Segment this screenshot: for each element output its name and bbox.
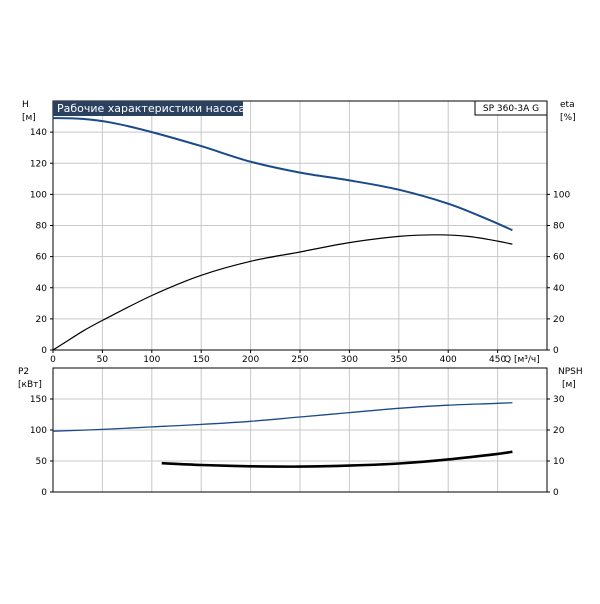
- q-tick-label: 200: [242, 355, 259, 365]
- q-axis-label: Q [м³/ч]: [504, 355, 540, 365]
- h-axis-tick-label: 140: [30, 128, 47, 138]
- eta-axis-tick-label: 20: [553, 315, 565, 325]
- bottom-left-ticks: 0 50 100 150: [30, 395, 53, 498]
- h-axis-tick-label: 0: [41, 346, 47, 356]
- h-axis-tick-label: 20: [36, 315, 48, 325]
- eta-axis-tick-label: 100: [553, 190, 570, 200]
- q-tick-label: 100: [143, 355, 160, 365]
- model-label: SP 360-3A G: [483, 104, 539, 114]
- p2-axis-unit: [кВт]: [18, 380, 42, 390]
- top-right-ticks: 0 20 40 60 80 100: [547, 190, 570, 356]
- bottom-right-ticks: 0 10 20 30: [547, 395, 565, 498]
- h-axis-tick-label: 60: [36, 253, 48, 263]
- h-axis-tick-label: 120: [30, 159, 47, 169]
- eta-axis-tick-label: 0: [553, 346, 559, 356]
- npsh-axis-tick-label: 0: [553, 488, 559, 498]
- h-axis-unit: [м]: [22, 113, 36, 123]
- x-ticks: 0 50 100 150 200 250 300 350 400 450: [50, 350, 506, 365]
- p2-axis-tick-label: 50: [36, 457, 48, 467]
- npsh-axis-tick-label: 10: [553, 457, 565, 467]
- eta-axis-unit: [%]: [560, 113, 576, 123]
- top-series: [52, 117, 513, 351]
- h-axis-label: H: [22, 100, 29, 110]
- top-left-ticks: 0 20 40 60 80 100 120 140: [30, 128, 53, 356]
- q-tick-label: 0: [50, 355, 56, 365]
- npsh-axis-unit: [м]: [562, 380, 576, 390]
- eta-axis-label: eta: [560, 100, 575, 110]
- chart-title: Рабочие характеристики насоса: [57, 102, 245, 115]
- q-tick-label: 450: [489, 355, 506, 365]
- q-tick-label: 300: [341, 355, 358, 365]
- npsh-axis-tick-label: 20: [553, 426, 565, 436]
- title-background: [53, 101, 243, 116]
- head-curve: [52, 117, 513, 232]
- eta-axis-tick-label: 60: [553, 253, 565, 263]
- top-grid: [53, 101, 547, 350]
- h-axis-tick-label: 80: [36, 222, 48, 232]
- npsh-curve: [161, 450, 513, 468]
- bottom-grid: [53, 368, 547, 492]
- q-tick-label: 350: [390, 355, 407, 365]
- p2-axis-tick-label: 100: [30, 426, 47, 436]
- p2-axis-tick-label: 150: [30, 395, 47, 405]
- q-tick-label: 400: [440, 355, 457, 365]
- p2-axis-tick-label: 0: [41, 488, 47, 498]
- npsh-axis-tick-label: 30: [553, 395, 565, 405]
- q-tick-label: 250: [291, 355, 308, 365]
- eta-axis-tick-label: 80: [553, 222, 565, 232]
- power-curve: [52, 402, 513, 432]
- efficiency-curve: [52, 234, 513, 351]
- npsh-axis-label: NPSH: [558, 367, 583, 377]
- p2-axis-label: P2: [18, 367, 29, 377]
- q-tick-label: 150: [193, 355, 210, 365]
- q-tick-label: 50: [97, 355, 109, 365]
- eta-axis-tick-label: 40: [553, 284, 565, 294]
- model-box: [474, 100, 548, 116]
- h-axis-tick-label: 40: [36, 284, 48, 294]
- bottom-series: [52, 402, 513, 468]
- h-axis-tick-label: 100: [30, 190, 47, 200]
